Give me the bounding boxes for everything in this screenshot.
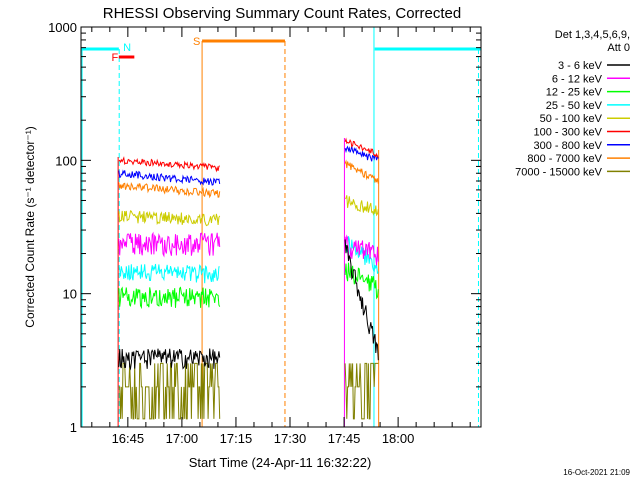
legend-header-attenuator: Att 0 <box>607 42 630 54</box>
legend-label: 7000 - 15000 keV <box>515 166 603 178</box>
series-trace-segment <box>344 145 379 162</box>
x-tick-label: 18:00 <box>382 431 415 446</box>
series-12-25-kev <box>118 262 379 310</box>
series-trace-segment <box>344 137 379 158</box>
y-tick-label: 100 <box>55 153 77 168</box>
series-50-100-kev <box>118 195 379 227</box>
series-trace-segment <box>118 286 221 310</box>
x-tick-label: 17:00 <box>166 431 199 446</box>
series-6-12-kev <box>118 231 379 266</box>
series-100-300-kev <box>118 137 379 173</box>
y-tick-label: 10 <box>63 287 77 302</box>
series-trace-segment <box>118 231 221 258</box>
plot-frame <box>80 26 482 428</box>
legend-label: 300 - 800 keV <box>534 140 603 152</box>
series-trace-segment <box>344 159 379 184</box>
legend-label: 6 - 12 keV <box>552 73 603 85</box>
series-trace-segment <box>118 169 221 186</box>
flag-label-night: N <box>123 42 131 54</box>
flag-label-saa: S <box>193 36 200 48</box>
y-tick-label: 1 <box>70 420 77 435</box>
series-trace-segment <box>344 362 379 420</box>
legend-label: 3 - 6 keV <box>558 60 603 72</box>
series-3-6-kev <box>118 239 379 371</box>
series-trace-segment <box>344 239 379 361</box>
legend-label: 100 - 300 keV <box>534 127 603 139</box>
series-trace-segment <box>118 156 221 173</box>
axes: 16:45 17:00 17:15 17:30 17:45 18:00 1 10 100 1000 <box>48 20 481 446</box>
data-series <box>118 137 379 420</box>
y-tick-label: 1000 <box>48 20 77 35</box>
footer-date: 16-Oct-2021 21:09 <box>563 468 630 477</box>
series-300-800-kev <box>118 145 379 186</box>
series-trace-segment <box>118 362 221 420</box>
chart-title: RHESSI Observing Summary Count Rates, Co… <box>103 5 461 22</box>
series-trace-segment <box>118 263 220 284</box>
legend-label: 50 - 100 keV <box>540 113 603 125</box>
series-trace-segment <box>118 182 221 199</box>
series-trace-segment <box>344 234 379 266</box>
legend-header-detectors: Det 1,3,4,5,6,9, <box>555 29 630 41</box>
legend-label: 800 - 7000 keV <box>527 153 602 165</box>
legend-label: 25 - 50 keV <box>546 100 603 112</box>
series-trace-segment <box>118 348 221 371</box>
legend-label: 12 - 25 keV <box>546 87 603 99</box>
series-trace-segment <box>118 210 221 227</box>
series-trace-segment <box>344 262 379 300</box>
y-axis-label: Corrected Count Rate (s⁻¹ detector⁻¹) <box>23 126 37 327</box>
flag-label-flare: F <box>112 52 119 64</box>
x-tick-label: 17:15 <box>220 431 253 446</box>
series-800-7000-kev <box>118 159 379 199</box>
series-trace-segment <box>344 195 379 217</box>
x-axis-label: Start Time (24-Apr-11 16:32:22) <box>189 455 372 470</box>
x-tick-label: 17:30 <box>274 431 307 446</box>
series-7000-15000-kev <box>118 362 379 420</box>
x-tick-label: 17:45 <box>328 431 361 446</box>
x-tick-label: 16:45 <box>112 431 145 446</box>
